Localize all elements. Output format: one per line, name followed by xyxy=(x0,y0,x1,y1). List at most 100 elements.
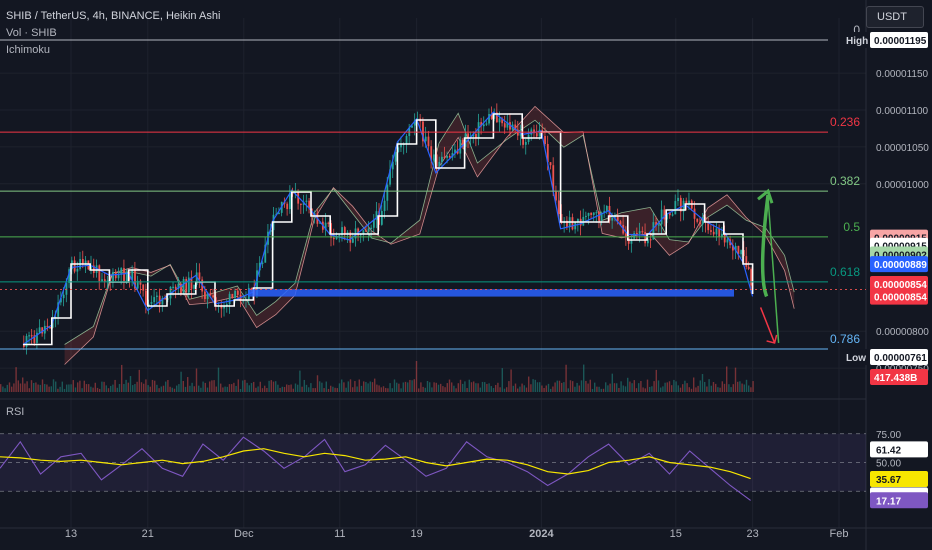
price-tag-badge xyxy=(842,349,868,366)
candle-body xyxy=(611,217,614,221)
price-tag xyxy=(870,288,928,305)
volume-bar xyxy=(627,377,629,392)
candle-body xyxy=(286,203,289,210)
volume-bar xyxy=(730,387,732,392)
volume-bar xyxy=(503,388,506,392)
volume-bar xyxy=(369,381,371,392)
candle-body xyxy=(261,262,264,264)
y-tick-label: 0.00001000 xyxy=(876,180,929,191)
symbol-legend[interactable]: SHIB / TetherUS, 4h, BINANCE, Heikin Ash… xyxy=(6,10,221,22)
candle-body xyxy=(330,223,332,238)
volume-bar xyxy=(728,384,730,392)
candle-body xyxy=(498,118,501,123)
candle-body xyxy=(41,327,44,334)
candle-body xyxy=(215,297,217,306)
volume-bar xyxy=(358,379,360,392)
volume-bar xyxy=(110,385,112,392)
volume-bar xyxy=(83,380,85,392)
price-tag xyxy=(870,349,928,366)
candle-body xyxy=(549,162,552,166)
volume-bar xyxy=(594,382,596,392)
volume-bar xyxy=(189,385,191,392)
candle-body xyxy=(715,228,718,235)
y-tick-label: 0.00000800 xyxy=(876,327,929,338)
price-tags: High0.000011950.000009150.000009150.0000… xyxy=(842,32,928,385)
volume-bar xyxy=(715,383,717,392)
candle-body xyxy=(386,184,389,201)
currency-button[interactable]: USDT xyxy=(866,6,924,28)
x-tick-label: 19 xyxy=(410,528,422,540)
candle-body xyxy=(370,227,373,229)
volume-bar xyxy=(721,381,723,392)
volume-bar xyxy=(286,384,288,392)
candle-body xyxy=(81,259,84,265)
candle-body xyxy=(250,287,253,290)
ichimoku-legend[interactable]: Ichimoku xyxy=(6,44,51,56)
volume-bar xyxy=(72,380,74,392)
volume-bar xyxy=(33,382,35,392)
volume-bar xyxy=(246,382,248,392)
volume-bar xyxy=(215,386,217,392)
candle-body xyxy=(57,302,60,317)
candle-body xyxy=(145,290,147,306)
candle-body xyxy=(120,268,123,275)
volume-bar xyxy=(734,367,737,392)
volume-bar xyxy=(653,381,655,392)
volume-bar xyxy=(79,380,81,392)
volume-bar xyxy=(646,379,649,392)
candle-body xyxy=(101,279,103,282)
candle-body xyxy=(335,236,338,240)
candle-body xyxy=(657,224,660,226)
candle-body xyxy=(435,154,438,167)
volume-bar xyxy=(231,384,233,392)
candle-body xyxy=(467,133,470,139)
volume-bar xyxy=(514,383,517,392)
volume-bar xyxy=(677,385,679,392)
candle-body xyxy=(220,305,223,309)
candle-body xyxy=(46,325,49,328)
candle-body xyxy=(496,112,498,123)
volume-bar xyxy=(11,386,13,392)
volume-bar xyxy=(266,387,268,392)
candle-body xyxy=(49,327,51,329)
rsi-series xyxy=(0,436,751,501)
y-tick-label: 0.00001050 xyxy=(876,143,929,154)
candle-body xyxy=(649,239,652,241)
volume-bar xyxy=(235,385,237,392)
volume-bar xyxy=(92,387,94,392)
volume-bar xyxy=(371,382,374,392)
volume-bar xyxy=(673,379,675,392)
candle-body xyxy=(161,297,164,305)
candle-body xyxy=(185,278,188,293)
candle-body xyxy=(231,293,234,298)
volume-bar xyxy=(600,388,602,392)
volume-bar xyxy=(136,381,138,392)
volume-bar xyxy=(605,382,607,392)
up-arrow-head xyxy=(757,188,774,204)
volume-bar xyxy=(35,382,37,392)
volume-bar xyxy=(24,383,26,392)
candle-body xyxy=(660,209,663,225)
price-tag-label: Low xyxy=(846,353,866,364)
rsi-title: RSI xyxy=(6,406,24,418)
candle-body xyxy=(98,265,101,282)
volume-bar xyxy=(640,380,642,392)
candle-body xyxy=(427,136,430,147)
candle-body xyxy=(688,200,690,205)
volume-bar xyxy=(253,381,255,392)
volume-bar xyxy=(558,380,561,392)
volume-legend[interactable]: Vol · SHIB xyxy=(6,27,57,39)
volume-bar xyxy=(528,376,530,392)
volume-bar xyxy=(609,383,611,392)
candle-body xyxy=(461,139,464,147)
rsi-value-tag xyxy=(870,470,928,487)
x-tick-label: 11 xyxy=(334,528,345,540)
candle-body xyxy=(36,332,38,343)
candle-body xyxy=(349,232,352,243)
volume-bar xyxy=(180,371,182,392)
volume-bar xyxy=(418,388,420,392)
volume-bar xyxy=(543,387,545,392)
volume-bar xyxy=(396,382,398,392)
volume-bar xyxy=(96,387,99,392)
